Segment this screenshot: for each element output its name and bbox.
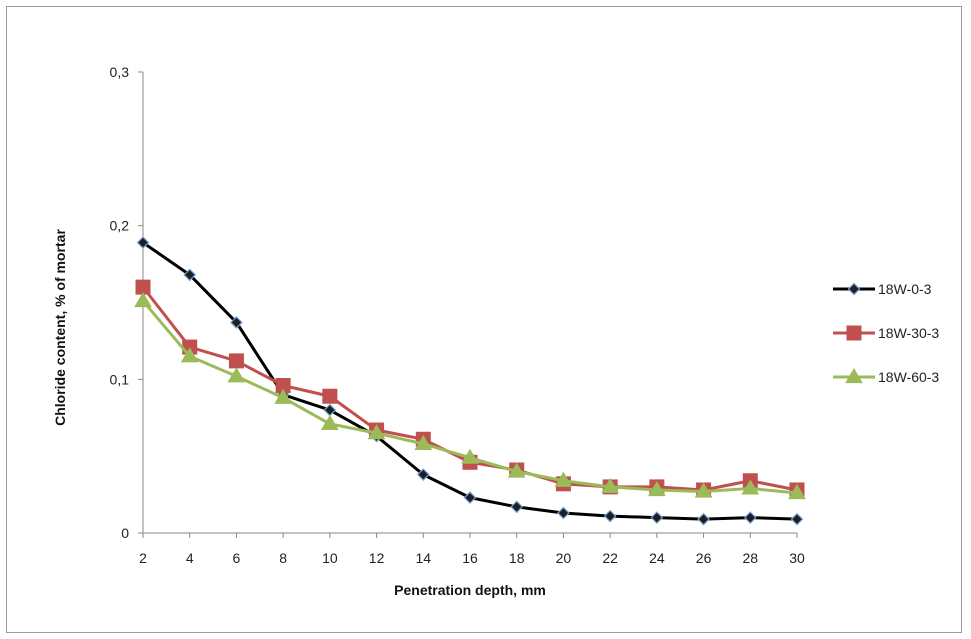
data-point: [320, 414, 339, 430]
data-point: [414, 434, 433, 450]
data-point: [507, 462, 526, 478]
data-point: [601, 477, 620, 493]
data-point: [510, 500, 524, 514]
data-point: [134, 291, 152, 308]
data-point: [416, 468, 430, 481]
data-point: [367, 424, 386, 440]
data-point: [180, 347, 199, 363]
legend-marker: [847, 282, 861, 296]
series-layer: [134, 236, 806, 526]
y-axis-title: Chloride content, % of mortar: [52, 229, 68, 426]
data-point: [461, 448, 479, 464]
data-point: [274, 388, 293, 404]
legend-marker: [846, 325, 862, 341]
legend-label: 18W-30-3: [878, 325, 939, 341]
data-point: [322, 388, 338, 404]
x-axis-title: Penetration depth, mm: [394, 582, 546, 598]
series-18W-30-3: [135, 279, 805, 498]
legend-item: 18W-0-3: [833, 281, 932, 297]
legend-marker: [845, 368, 863, 384]
x-tick-label: 6: [233, 550, 241, 566]
x-tick-label: 8: [279, 550, 287, 566]
data-point: [227, 367, 246, 383]
data-point: [183, 268, 197, 282]
data-point: [647, 480, 666, 497]
data-point: [136, 236, 150, 249]
y-tick-label: 0,2: [110, 218, 130, 234]
data-point: [743, 511, 757, 524]
x-tick-label: 12: [369, 550, 385, 566]
legend-item: 18W-60-3: [833, 368, 939, 385]
data-point: [603, 509, 617, 523]
data-point: [694, 482, 713, 498]
legend: 18W-0-3 18W-30-3 18W-60-3: [833, 281, 939, 385]
chart-frame: [6, 6, 962, 633]
data-point: [463, 491, 477, 505]
data-point: [790, 512, 804, 526]
y-tick-label: 0,3: [110, 64, 130, 80]
x-tick-label: 22: [602, 550, 618, 566]
x-tick-label: 18: [509, 550, 525, 566]
x-ticks: 2 4 6 8 10 12 14 16 18 20 22 24 26 28 30: [139, 533, 805, 566]
data-point: [650, 511, 664, 524]
series-18W-60-3: [134, 291, 806, 500]
x-tick-label: 28: [742, 550, 758, 566]
data-point: [697, 512, 710, 526]
x-tick-label: 16: [462, 550, 478, 566]
legend-item: 18W-30-3: [833, 325, 939, 341]
data-point: [788, 484, 806, 500]
x-tick-label: 30: [789, 550, 805, 566]
data-point: [557, 506, 570, 520]
x-tick-label: 26: [696, 550, 712, 566]
x-tick-label: 20: [556, 550, 572, 566]
legend-label: 18W-60-3: [878, 369, 939, 385]
x-tick-label: 2: [139, 550, 147, 566]
x-tick-label: 10: [322, 550, 338, 566]
legend-label: 18W-0-3: [878, 281, 932, 297]
x-tick-label: 14: [415, 550, 431, 566]
y-tick-label: 0: [121, 525, 129, 541]
y-tick-label: 0,1: [110, 371, 130, 387]
x-tick-label: 24: [649, 550, 665, 566]
x-tick-label: 4: [186, 550, 194, 566]
y-ticks: 0 0,1 0,2 0,3: [110, 64, 143, 541]
data-point: [228, 353, 244, 369]
data-point: [554, 471, 573, 487]
data-point: [741, 479, 760, 495]
data-point: [230, 316, 243, 329]
